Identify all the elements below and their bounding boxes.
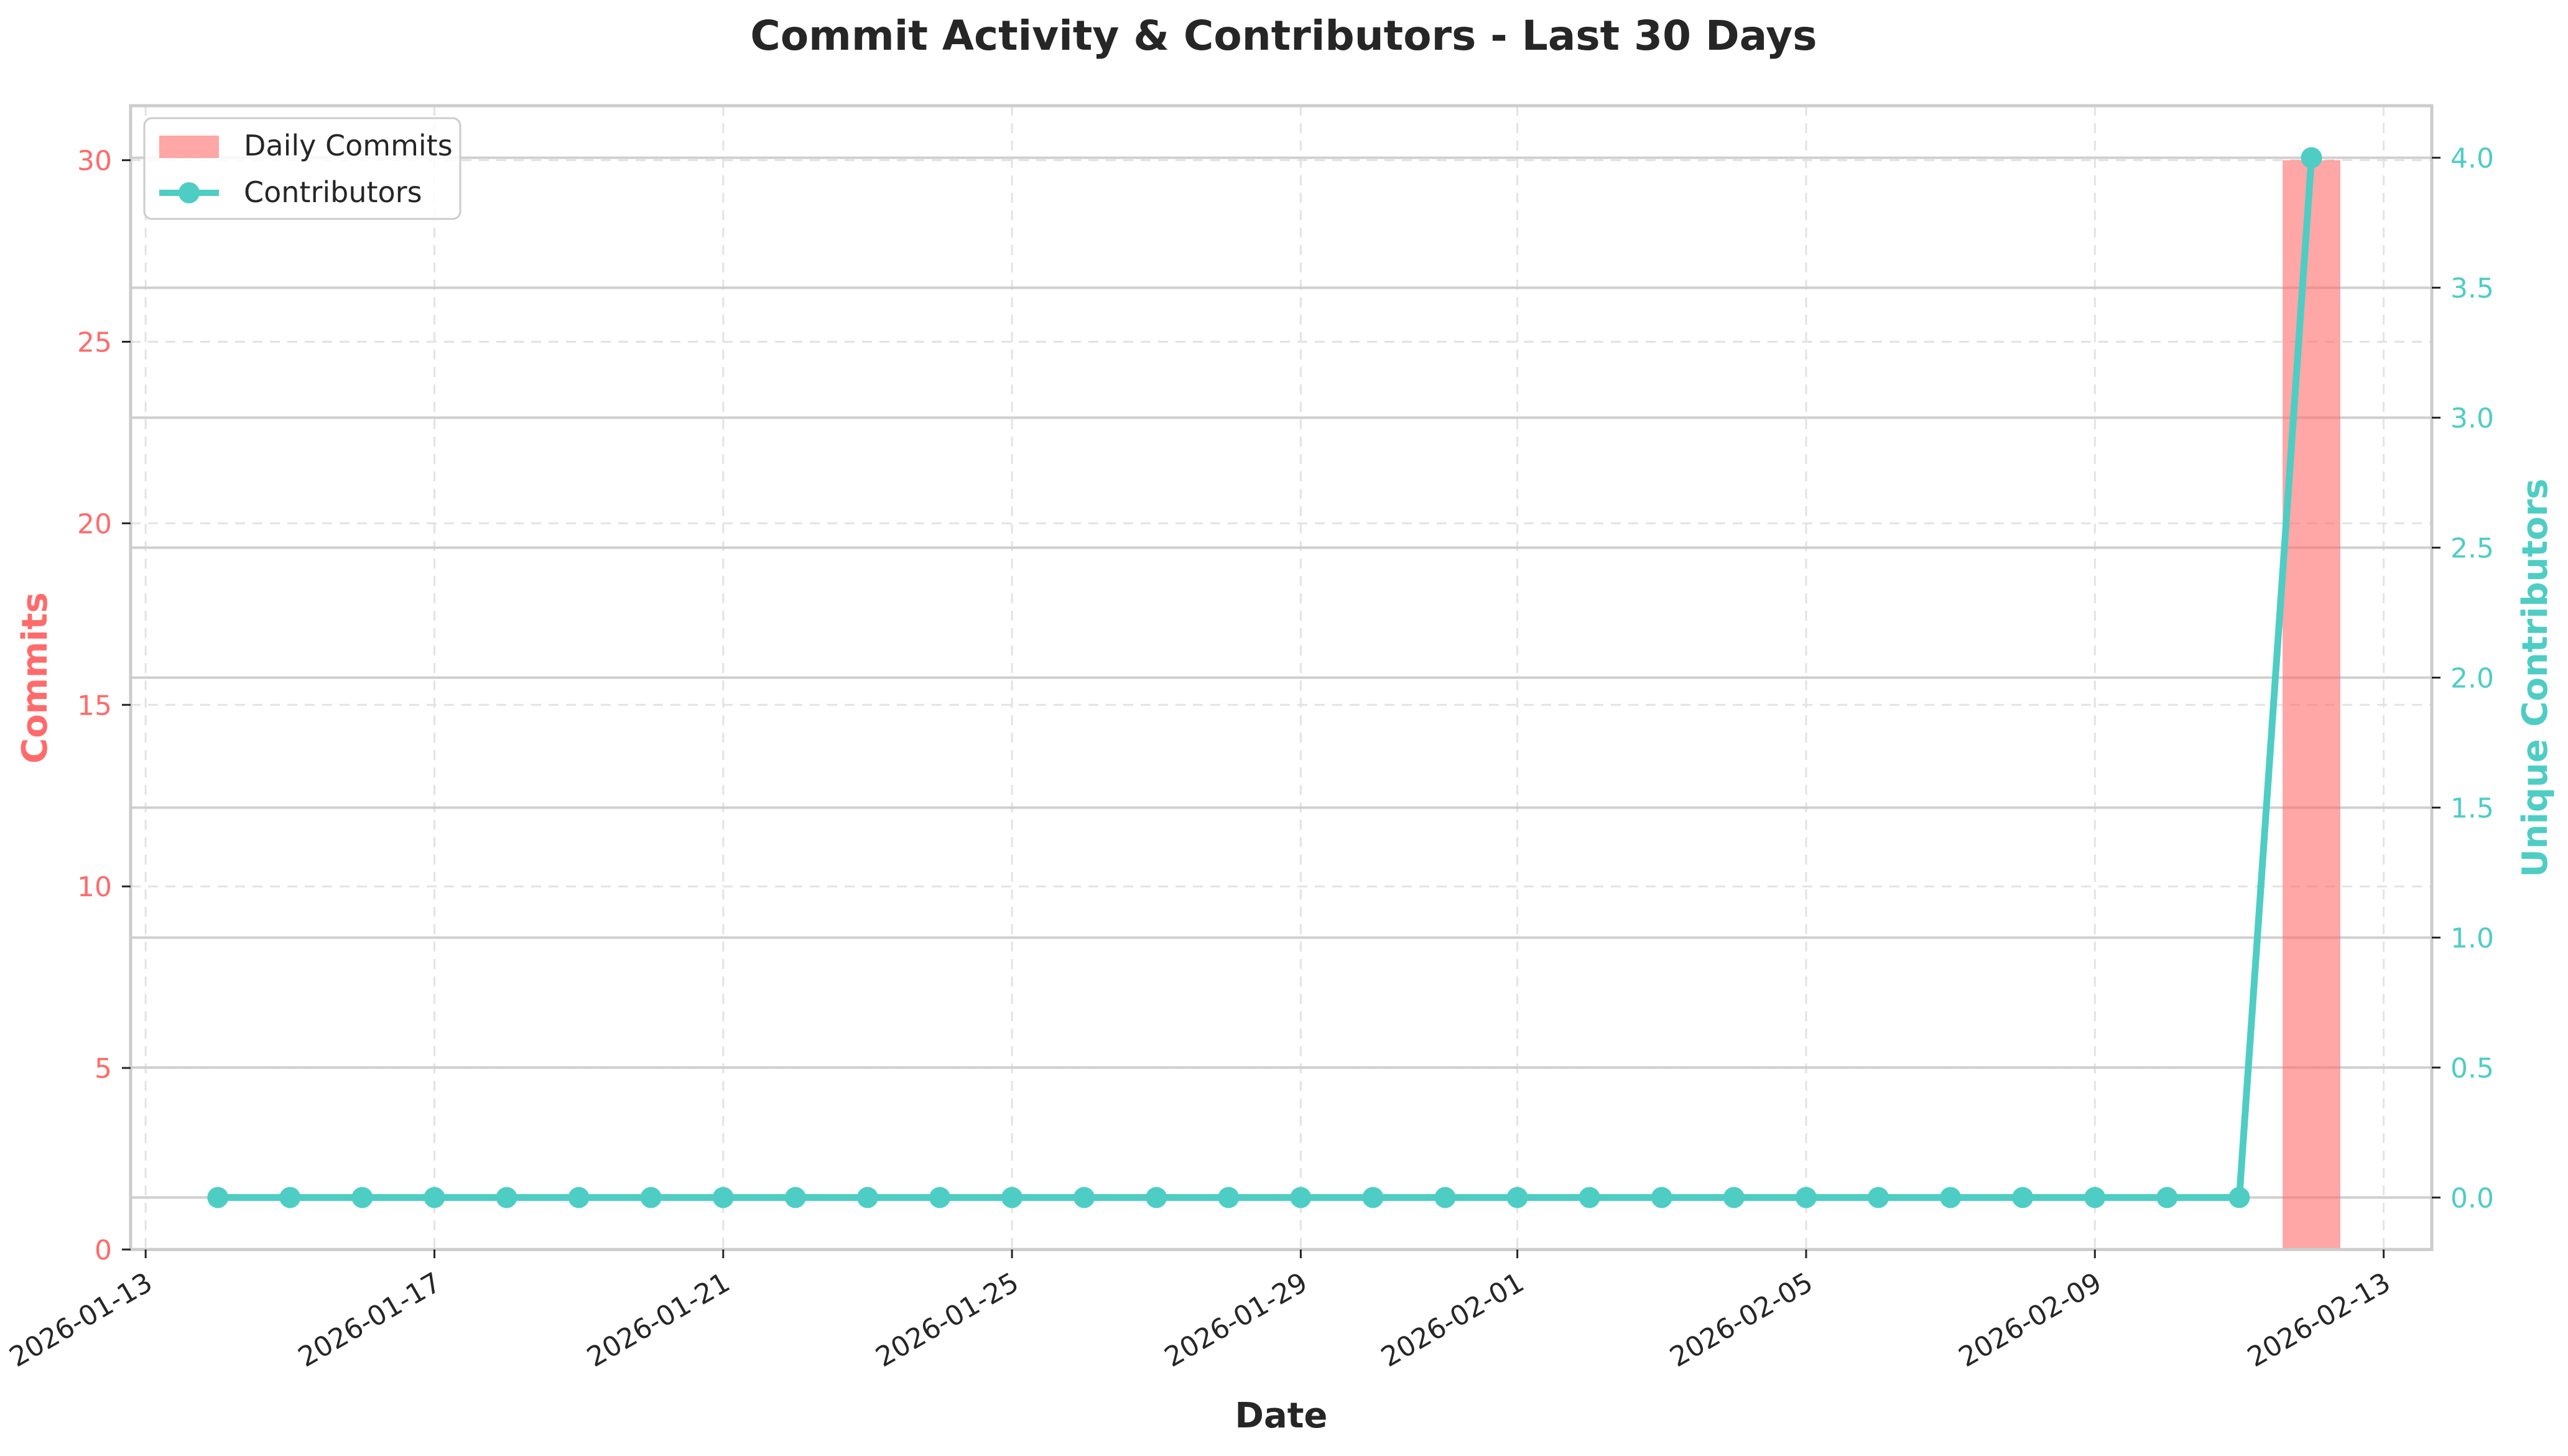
- x-tick-label: 2026-02-01: [1376, 1266, 1529, 1373]
- bar-series-daily-commits: [2283, 160, 2340, 1250]
- legend-marker-contributors: [178, 182, 200, 203]
- x-tick-label: 2026-02-13: [2242, 1266, 2396, 1373]
- x-tick-label: 2026-01-21: [582, 1266, 735, 1373]
- contributors-point: [1434, 1187, 1456, 1208]
- y-left-tick-label: 25: [77, 327, 112, 358]
- y-right-tick-label: 2.5: [2450, 533, 2494, 565]
- x-axis-label: Date: [1235, 1396, 1327, 1436]
- legend-label-daily-commits: Daily Commits: [244, 129, 453, 162]
- contributors-point: [568, 1187, 590, 1208]
- contributors-point: [424, 1187, 445, 1208]
- legend-box: [143, 117, 461, 220]
- y-left-tick-label: 20: [77, 508, 112, 540]
- contributors-point: [640, 1187, 662, 1208]
- right-axis-ticks: 0.0 0.5 1.0 1.5 2.0 2.5 3.0 3.5 4.0: [2432, 143, 2494, 1214]
- y-right-tick-label: 1.5: [2450, 792, 2494, 824]
- contributors-point: [1218, 1187, 1240, 1208]
- contributors-point: [712, 1187, 734, 1208]
- x-axis-ticks: 2026-01-13 2026-01-17 2026-01-21 2026-01-25…: [4, 1250, 2396, 1373]
- contributors-point: [2301, 147, 2322, 169]
- contributors-point: [856, 1187, 878, 1208]
- contributors-point: [929, 1187, 951, 1208]
- right-axis-gridlines: [131, 156, 2432, 1199]
- right-axis-label: Unique Contributors: [2515, 478, 2556, 877]
- contributors-point: [1868, 1187, 1889, 1208]
- y-right-tick-label: 2.0: [2450, 663, 2494, 695]
- contributors-point: [207, 1187, 229, 1208]
- left-axis-ticks: 0 5 10 15 20 25 30: [77, 146, 131, 1266]
- contributors-point: [1723, 1187, 1745, 1208]
- x-tick-label: 2026-01-17: [293, 1266, 447, 1373]
- chart-title: Commit Activity & Contributors - Last 30…: [750, 12, 1817, 60]
- line-series-contributors: [207, 147, 2322, 1208]
- contributors-point: [1578, 1187, 1600, 1208]
- contributors-point: [2228, 1187, 2250, 1208]
- x-tick-label: 2026-01-25: [871, 1266, 1024, 1373]
- contributors-point: [1651, 1187, 1672, 1208]
- contributors-point: [496, 1187, 517, 1208]
- contributors-point: [1073, 1187, 1095, 1208]
- y-right-tick-label: 4.0: [2450, 143, 2494, 175]
- y-right-tick-label: 3.5: [2450, 273, 2494, 305]
- x-tick-label: 2026-02-09: [1954, 1266, 2107, 1373]
- y-right-tick-label: 0.5: [2450, 1052, 2494, 1084]
- legend-swatch-daily-commits: [159, 136, 219, 158]
- y-left-tick-label: 5: [95, 1053, 112, 1085]
- commit-bar: [2283, 160, 2340, 1250]
- contributors-point: [1362, 1187, 1384, 1208]
- contributors-point: [1290, 1187, 1312, 1208]
- contributors-point: [2084, 1187, 2106, 1208]
- x-tick-label: 2026-01-29: [1159, 1266, 1313, 1373]
- left-axis-label: Commits: [15, 592, 55, 764]
- contributors-point: [1940, 1187, 1962, 1208]
- contributors-point: [351, 1187, 373, 1208]
- y-right-tick-label: 0.0: [2450, 1182, 2494, 1214]
- x-tick-label: 2026-02-05: [1665, 1266, 1819, 1373]
- contributors-point: [2012, 1187, 2034, 1208]
- contributors-point: [784, 1187, 806, 1208]
- contributors-point: [2156, 1187, 2178, 1208]
- y-left-tick-label: 30: [77, 146, 112, 177]
- y-left-tick-label: 10: [77, 871, 112, 903]
- y-left-tick-label: 0: [95, 1235, 112, 1266]
- contributors-line: [218, 157, 2315, 1201]
- contributors-point: [279, 1187, 301, 1208]
- x-tick-label: 2026-01-13: [4, 1266, 158, 1373]
- y-left-tick-label: 15: [77, 690, 112, 721]
- contributors-point: [1795, 1187, 1817, 1208]
- contributors-point: [1001, 1187, 1023, 1208]
- y-right-tick-label: 3.0: [2450, 403, 2494, 435]
- legend: Daily Commits Contributors: [143, 117, 461, 220]
- y-right-tick-label: 1.0: [2450, 922, 2494, 954]
- contributors-point: [1506, 1187, 1528, 1208]
- contributors-point: [1146, 1187, 1167, 1208]
- legend-label-contributors: Contributors: [244, 175, 422, 209]
